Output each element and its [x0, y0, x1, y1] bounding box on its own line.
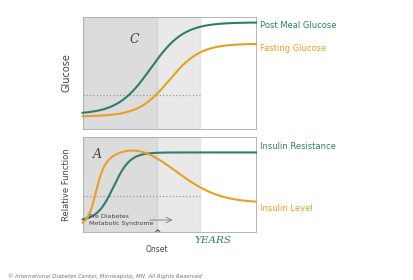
Text: ^: ^ [153, 229, 161, 238]
Text: Onset: Onset [146, 245, 168, 254]
Text: Glucose: Glucose [62, 53, 72, 92]
Text: Insulin Resistance: Insulin Resistance [260, 142, 336, 151]
Bar [157, 137, 200, 232]
Text: © International Diabetes Center, Minneapolis, MN  All Rights Reserved: © International Diabetes Center, Minneap… [8, 273, 202, 279]
Text: Pre Diabetes
Metabolic Syndrome: Pre Diabetes Metabolic Syndrome [89, 214, 153, 226]
Text: C: C [130, 33, 140, 46]
Text: Relative Function: Relative Function [62, 148, 71, 221]
Bar [83, 137, 157, 232]
Bar [83, 17, 157, 129]
Text: A: A [93, 148, 102, 161]
Text: Post Meal Glucose: Post Meal Glucose [260, 21, 337, 30]
Bar [157, 17, 200, 129]
Text: Insulin Level: Insulin Level [260, 204, 313, 213]
Text: YEARS: YEARS [194, 236, 231, 245]
Text: Fasting Glucose: Fasting Glucose [260, 44, 326, 53]
